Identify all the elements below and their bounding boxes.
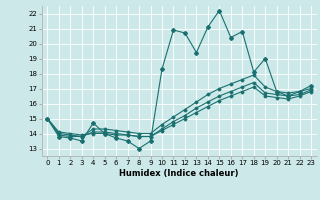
- X-axis label: Humidex (Indice chaleur): Humidex (Indice chaleur): [119, 169, 239, 178]
